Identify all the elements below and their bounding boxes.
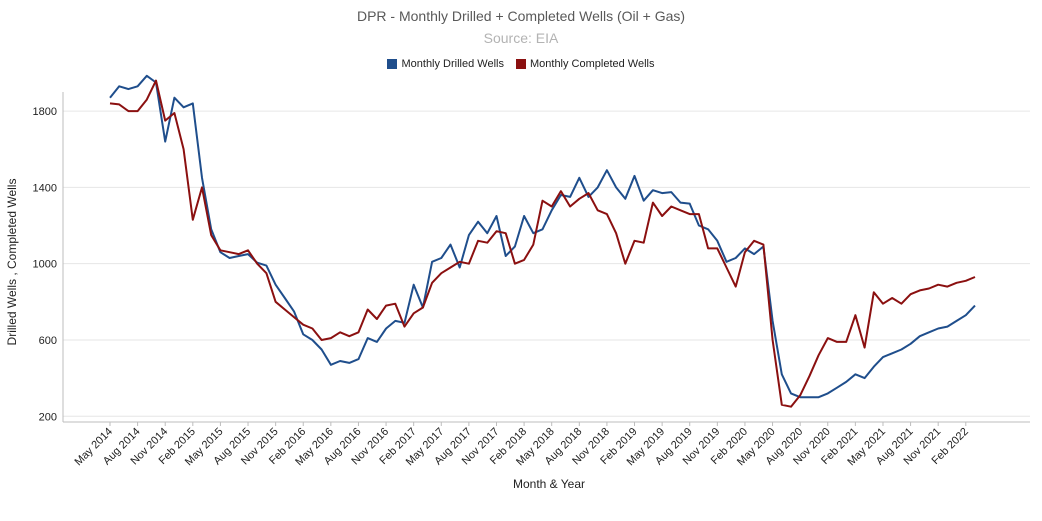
legend-item-completed[interactable]: Monthly Completed Wells: [515, 58, 655, 70]
legend-swatch-completed: [515, 59, 526, 69]
chart-title: DPR - Monthly Drilled + Completed Wells …: [356, 8, 686, 24]
legend-swatch-drilled: [387, 59, 398, 69]
series-line-completed: [109, 79, 976, 408]
y-tick-label: 1400: [33, 182, 57, 194]
legend: Monthly Drilled Wells Monthly Completed …: [0, 58, 1042, 70]
legend-item-drilled[interactable]: Monthly Drilled Wells: [387, 58, 504, 70]
y-tick-label: 200: [39, 411, 57, 423]
y-tick-label: 1800: [33, 106, 57, 118]
x-axis-label: Month & Year: [513, 477, 585, 491]
gridlines: [63, 110, 1030, 417]
y-tick-label: 600: [39, 335, 57, 347]
legend-label-completed: Monthly Completed Wells: [529, 58, 655, 70]
y-axis-label: Drilled Wells , Completed Wells: [5, 179, 19, 346]
series-lines: [109, 74, 976, 408]
chart-subtitle: Source: EIA: [483, 30, 559, 46]
series-line-drilled: [109, 74, 976, 399]
y-tick-label: 1000: [33, 259, 57, 271]
legend-label-drilled: Monthly Drilled Wells: [401, 58, 504, 70]
